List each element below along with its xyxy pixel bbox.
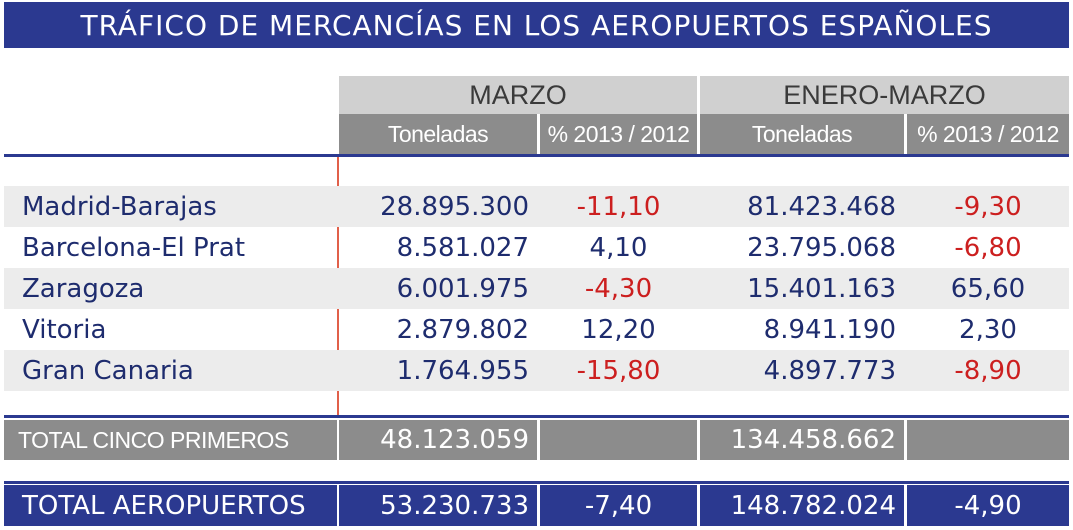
- marzo-toneladas: 1.764.955: [396, 355, 529, 386]
- em-toneladas: 23.795.068: [747, 232, 896, 263]
- table-row: Gran Canaria 1.764.955 -15,80 4.897.773 …: [0, 350, 1073, 391]
- total-five-em-toneladas: 134.458.662: [700, 420, 904, 460]
- marzo-pct: -15,80: [576, 355, 661, 386]
- total-five-em-pct: [907, 420, 1069, 460]
- total-airports-marzo-pct: -7,40: [540, 485, 697, 526]
- group-header-enero-marzo: ENERO-MARZO: [700, 76, 1069, 114]
- table-row: Madrid-Barajas 28.895.300 -11,10 81.423.…: [0, 186, 1073, 227]
- airport-name: Madrid-Barajas: [22, 191, 217, 222]
- marzo-toneladas: 28.895.300: [380, 191, 529, 222]
- airport-name: Gran Canaria: [22, 355, 194, 386]
- row-stripe: [4, 186, 1069, 227]
- total-airports-em-pct: -4,90: [907, 485, 1069, 526]
- table-row: Vitoria 2.879.802 12,20 8.941.190 2,30: [0, 309, 1073, 350]
- em-toneladas: 81.423.468: [747, 191, 896, 222]
- em-toneladas: 4.897.773: [763, 355, 896, 386]
- marzo-pct: -11,10: [576, 191, 661, 222]
- row-stripe: [4, 350, 1069, 391]
- total-five-label: TOTAL CINCO PRIMEROS: [4, 420, 337, 460]
- total-airports-label: TOTAL AEROPUERTOS: [4, 485, 337, 526]
- total-five-marzo-pct: [540, 420, 697, 460]
- em-pct: -9,30: [954, 191, 1022, 222]
- airport-name: Zaragoza: [22, 273, 145, 304]
- table-row: Barcelona-El Prat 8.581.027 4,10 23.795.…: [0, 227, 1073, 268]
- em-pct: 65,60: [950, 273, 1026, 304]
- em-pct: 2,30: [959, 314, 1017, 345]
- group-header-marzo: MARZO: [339, 76, 697, 114]
- table-row: Zaragoza 6.001.975 -4,30 15.401.163 65,6…: [0, 268, 1073, 309]
- em-toneladas: 15.401.163: [747, 273, 896, 304]
- total-five-marzo-toneladas: 48.123.059: [339, 420, 537, 460]
- marzo-toneladas: 8.581.027: [396, 232, 529, 263]
- airport-name: Barcelona-El Prat: [22, 232, 246, 263]
- marzo-pct: 12,20: [581, 314, 656, 345]
- subheader-em-pct: % 2013 / 2012: [907, 114, 1069, 154]
- total-airports-marzo-toneladas: 53.230.733: [339, 485, 537, 526]
- header-divider: [4, 154, 1069, 157]
- em-pct: -6,80: [954, 232, 1022, 263]
- subheader-marzo-pct: % 2013 / 2012: [540, 114, 697, 154]
- em-pct: -8,90: [954, 355, 1022, 386]
- subheader-marzo-toneladas: Toneladas: [339, 114, 537, 154]
- marzo-toneladas: 2.879.802: [396, 314, 529, 345]
- row-stripe: [4, 268, 1069, 309]
- table-title: TRÁFICO DE MERCANCÍAS EN LOS AEROPUERTOS…: [4, 2, 1069, 48]
- marzo-pct: 4,10: [589, 232, 648, 263]
- footer-divider: [4, 481, 1069, 484]
- airport-name: Vitoria: [22, 314, 107, 345]
- total-divider: [4, 415, 1069, 418]
- total-airports-em-toneladas: 148.782.024: [700, 485, 904, 526]
- em-toneladas: 8.941.190: [763, 314, 896, 345]
- marzo-toneladas: 6.001.975: [396, 273, 529, 304]
- subheader-em-toneladas: Toneladas: [700, 114, 904, 154]
- marzo-pct: -4,30: [584, 273, 653, 304]
